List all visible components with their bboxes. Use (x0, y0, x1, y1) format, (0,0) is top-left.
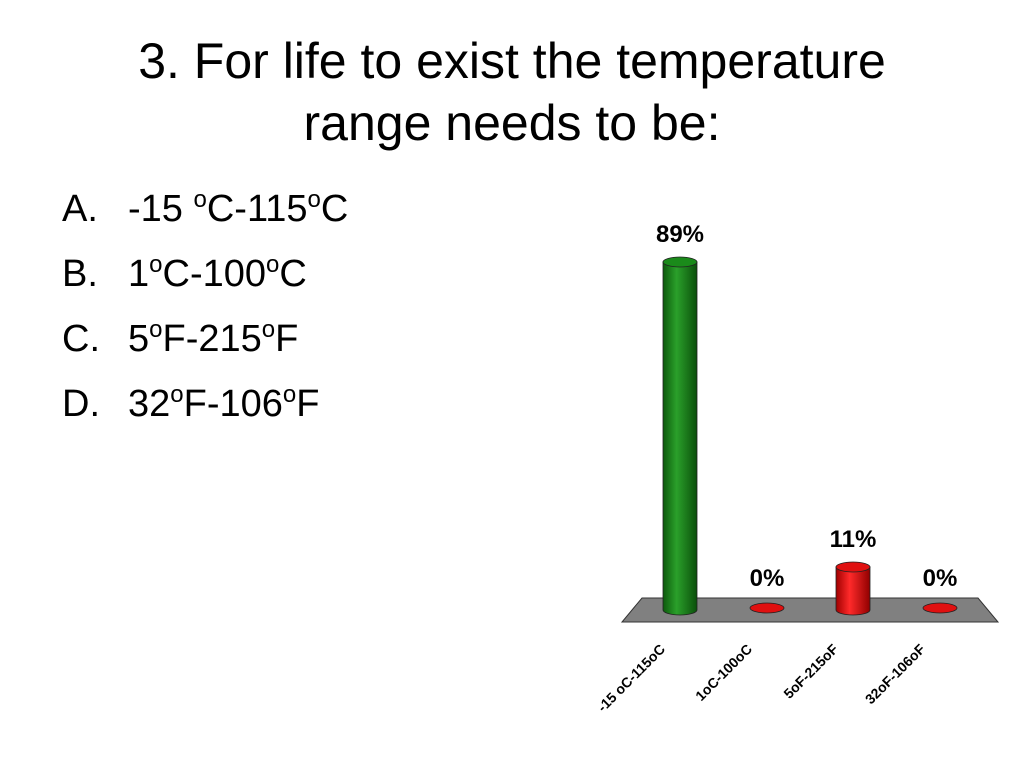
bar-zero-disc (922, 602, 958, 614)
slide-title: 3. For life to exist the temperature ran… (40, 30, 984, 154)
bar-body (835, 566, 871, 616)
category-label: 5oF-215oF (780, 640, 841, 701)
category-label: 32oF-106oF (862, 640, 929, 707)
data-label: 11% (830, 526, 877, 553)
answer-text: 32oF-106oF (128, 381, 320, 426)
data-label: 89% (656, 221, 704, 248)
bar-1 (662, 256, 698, 616)
data-label: 0% (750, 565, 785, 592)
slide-title-line-1: 3. For life to exist the temperature (138, 33, 886, 89)
data-labels-layer: 89% 0% 11% 0% (656, 221, 957, 592)
slide-title-line-2: range needs to be: (303, 95, 721, 151)
answer-options-list: A. -15 oC-115oC B. 1oC-100oC C. 5oF-215o… (62, 188, 348, 448)
answer-text: -15 oC-115oC (128, 186, 349, 231)
data-label: 0% (923, 565, 958, 592)
bars-layer (662, 256, 958, 616)
category-label: 1oC-100oC (692, 641, 755, 704)
category-labels-layer: -15 oC-115oC 1oC-100oC 5oF-215oF 32oF-106oF (594, 640, 928, 714)
bar-4 (922, 602, 958, 614)
answer-text: 1oC-100oC (128, 251, 307, 296)
answer-option-d: D. 32oF-106oF (62, 383, 348, 448)
answer-letter: D. (62, 383, 100, 425)
answer-option-b: B. 1oC-100oC (62, 253, 348, 318)
answer-option-c: C. 5oF-215oF (62, 318, 348, 383)
category-label: -15 oC-115oC (594, 641, 668, 715)
answer-text: 5oF-215oF (128, 316, 299, 361)
answer-letter: C. (62, 318, 100, 360)
bar-body (662, 261, 698, 616)
bar-zero-disc (749, 602, 785, 614)
chart-floor (620, 597, 1000, 623)
bar-top (662, 256, 698, 268)
answer-letter: B. (62, 253, 98, 295)
bar-top (835, 561, 871, 573)
bar-2 (749, 602, 785, 614)
bar-3 (835, 561, 871, 616)
answer-option-a: A. -15 oC-115oC (62, 188, 348, 253)
answer-letter: A. (62, 188, 98, 230)
